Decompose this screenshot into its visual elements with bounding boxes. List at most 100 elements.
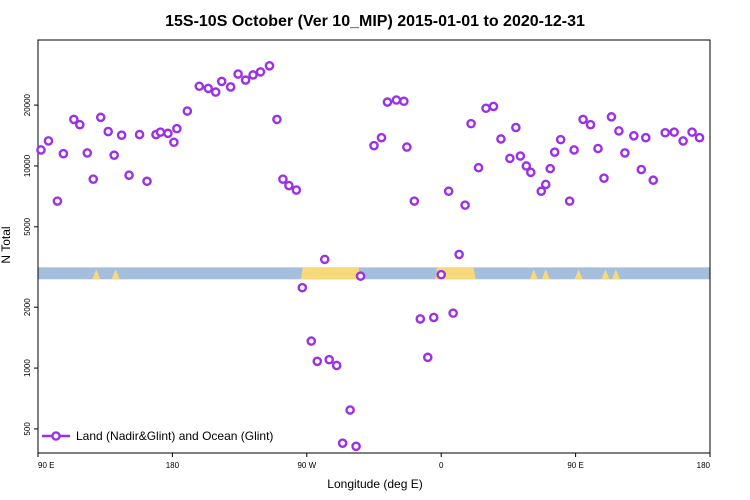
data-point [496, 134, 506, 144]
data-points [36, 61, 705, 452]
legend-marker [51, 431, 61, 441]
data-point [216, 76, 227, 87]
data-point [564, 196, 575, 206]
data-point [669, 127, 679, 137]
data-point [69, 114, 79, 125]
data-point [124, 170, 134, 181]
data-point [306, 336, 317, 346]
data-point [481, 103, 491, 114]
y-tick-label: 5000 [23, 217, 32, 235]
data-point [355, 271, 366, 281]
data-point [331, 360, 342, 371]
data-point [521, 161, 532, 171]
plot-frame [37, 39, 711, 454]
x-tick-label: 0 [439, 461, 444, 470]
data-point [409, 196, 420, 206]
data-point [169, 137, 179, 148]
data-point [549, 147, 560, 157]
data-point [337, 438, 348, 448]
data-point [648, 175, 659, 186]
data-point [172, 123, 182, 134]
data-point [182, 106, 193, 116]
y-tick-label: 2000 [23, 298, 32, 316]
data-point [233, 69, 243, 79]
y-axis-label: N Total [0, 226, 13, 263]
land-bump [601, 269, 610, 280]
data-point [488, 101, 499, 112]
data-point [272, 114, 282, 125]
data-point [593, 143, 603, 154]
x-tick-label: 90 E [567, 461, 583, 470]
y-tick-label: 500 [23, 422, 32, 436]
data-point [103, 126, 113, 137]
data-point [511, 122, 521, 133]
data-point [606, 112, 617, 122]
x-tick-label: 180 [166, 461, 180, 470]
data-point [578, 114, 588, 125]
data-point [505, 153, 515, 164]
data-point [540, 179, 551, 190]
data-point [225, 82, 236, 92]
data-point [402, 142, 412, 152]
data-point [264, 61, 275, 71]
data-point [515, 151, 526, 161]
data-point [95, 112, 106, 123]
land-bump [111, 269, 120, 280]
ocean-band [38, 267, 710, 280]
data-point [291, 185, 302, 195]
land-segment [300, 267, 361, 280]
data-point [614, 126, 624, 136]
data-point [82, 148, 93, 158]
data-point [255, 67, 266, 77]
data-point [369, 140, 379, 151]
data-point [640, 132, 651, 143]
data-point [345, 405, 355, 415]
land-bump [574, 269, 583, 280]
data-point [687, 127, 697, 137]
land-bump [92, 269, 101, 280]
data-point [660, 127, 671, 138]
x-axis-label: Longitude (deg E) [327, 477, 422, 491]
data-point [466, 118, 476, 129]
y-tick-label: 10000 [23, 154, 32, 177]
y-axis-ticks: 500 1000 2000 5000 10000 20000 [23, 93, 38, 436]
data-point [569, 145, 579, 155]
data-point [443, 186, 454, 197]
y-tick-label: 1000 [23, 359, 32, 377]
data-point [436, 269, 447, 280]
data-point [203, 83, 214, 94]
data-point [376, 132, 387, 143]
data-point [248, 70, 258, 80]
data-point [545, 163, 556, 174]
data-point [585, 119, 596, 130]
data-point [142, 176, 152, 187]
legend-label: Land (Nadir&Glint) and Ocean (Glint) [76, 429, 273, 443]
data-point [448, 308, 458, 318]
data-point [382, 97, 393, 107]
data-point [88, 174, 99, 185]
data-point [636, 164, 647, 175]
data-point [415, 314, 426, 324]
data-point [43, 136, 54, 146]
chart-title: 15S-10S October (Ver 10_MIP) 2015-01-01 … [165, 13, 585, 30]
data-point [399, 96, 409, 107]
data-point [678, 136, 688, 146]
data-point [36, 145, 46, 155]
data-point [109, 150, 119, 161]
data-point [555, 134, 566, 145]
data-point [526, 167, 536, 178]
land-ocean-band [38, 267, 710, 280]
y-tick-label: 20000 [23, 93, 32, 116]
data-point [278, 174, 288, 185]
data-point [194, 81, 205, 92]
x-tick-label: 90 W [297, 461, 316, 470]
data-point [58, 148, 69, 159]
data-point [52, 196, 63, 206]
data-point [75, 119, 85, 130]
data-point [297, 282, 308, 293]
data-point [454, 249, 464, 260]
data-point [629, 131, 639, 141]
legend: Land (Nadir&Glint) and Ocean (Glint) [42, 429, 273, 443]
data-point [536, 186, 547, 197]
